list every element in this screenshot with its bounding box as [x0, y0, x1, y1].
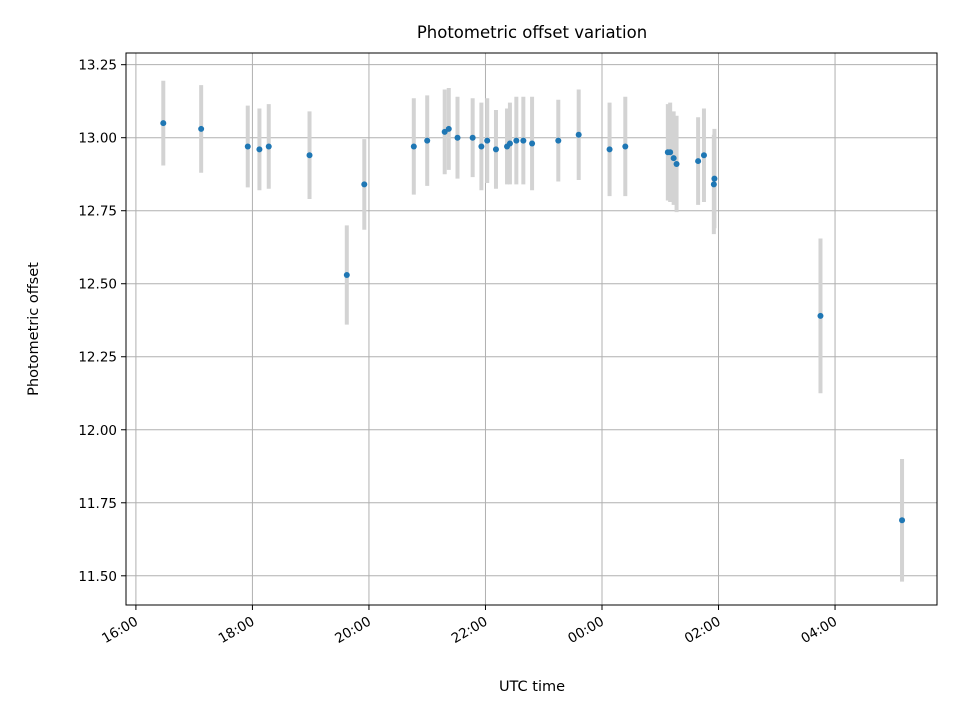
x-tick-label: 18:00 [216, 614, 258, 647]
data-point [695, 158, 702, 165]
y-tick-label: 13.25 [78, 58, 117, 74]
data-point [454, 134, 461, 141]
x-tick-label: 16:00 [99, 614, 141, 647]
data-point [265, 143, 272, 150]
data-point [244, 143, 251, 150]
data-point [529, 140, 536, 147]
data-point [513, 137, 520, 144]
data-point [670, 155, 677, 162]
x-tick-label: 04:00 [798, 614, 840, 647]
data-point [555, 137, 562, 144]
data-point [817, 312, 824, 319]
data-point [343, 271, 350, 278]
data-point [622, 143, 629, 150]
data-point [667, 149, 674, 156]
y-tick-label: 12.50 [78, 277, 117, 293]
data-point [256, 146, 263, 153]
x-tick-label: 20:00 [332, 614, 374, 647]
data-point [700, 152, 707, 159]
data-point [711, 175, 718, 182]
y-tick-label: 12.75 [78, 204, 117, 220]
data-point [361, 181, 368, 188]
chart-title: Photometric offset variation [417, 23, 647, 42]
y-axis-label: Photometric offset [26, 262, 42, 396]
data-point [410, 143, 417, 150]
data-points [160, 120, 906, 524]
y-axis-ticks: 11.50 11.75 12.00 12.25 12.50 12.75 13.00 13.25 [78, 58, 126, 585]
data-point [424, 137, 431, 144]
data-point [484, 137, 491, 144]
x-tick-label: 22:00 [449, 614, 491, 647]
x-axis-label: UTC time [499, 679, 565, 695]
y-tick-label: 13.00 [78, 131, 117, 147]
error-bars [161, 80, 905, 582]
data-point [710, 181, 717, 188]
data-point [469, 134, 476, 141]
data-point [160, 120, 167, 127]
data-point [445, 125, 452, 132]
y-tick-label: 11.50 [78, 569, 117, 585]
data-point [198, 125, 205, 132]
data-point [606, 146, 613, 153]
data-point [478, 143, 485, 150]
y-tick-label: 12.25 [78, 350, 117, 366]
plot-frame [125, 52, 938, 606]
data-point [899, 517, 906, 524]
data-point [575, 131, 582, 138]
data-point [492, 146, 499, 153]
data-point [306, 152, 313, 159]
x-tick-label: 00:00 [565, 614, 607, 647]
data-point [506, 140, 513, 147]
y-tick-label: 11.75 [78, 496, 117, 512]
x-tick-label: 02:00 [682, 614, 724, 647]
y-tick-label: 12.00 [78, 423, 117, 439]
data-point [673, 160, 680, 167]
data-point [520, 137, 527, 144]
x-axis-ticks: 16:00 18:00 20:00 22:00 00:00 02:00 04:00 [99, 605, 840, 647]
